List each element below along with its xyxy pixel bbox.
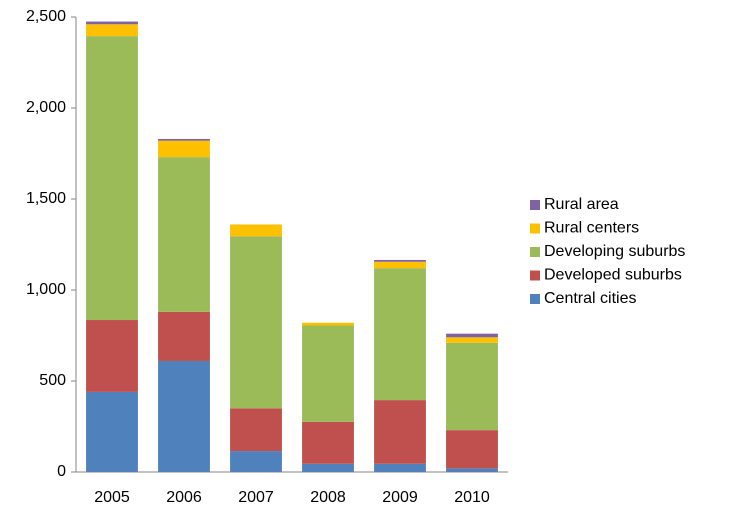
bar-segment xyxy=(86,36,138,321)
x-tick-label: 2007 xyxy=(238,489,274,506)
bar-segment xyxy=(302,421,354,464)
bar-segment xyxy=(302,463,354,472)
legend-swatch xyxy=(530,270,540,281)
x-tick-label: 2008 xyxy=(310,489,346,506)
x-tick-label: 2005 xyxy=(94,489,130,506)
y-tick-label: 1,000 xyxy=(26,281,66,298)
bar-segment xyxy=(158,157,210,312)
bar-segment xyxy=(158,140,210,158)
legend-label: Developing suburbs xyxy=(544,243,685,260)
bar-segment xyxy=(158,138,210,141)
bar-segment xyxy=(158,311,210,361)
bar-segment xyxy=(230,408,282,452)
bar-segment xyxy=(158,360,210,472)
x-tick-label: 2006 xyxy=(166,489,202,506)
legend-label: Central cities xyxy=(544,290,636,307)
bar-segment xyxy=(446,337,498,343)
y-tick-label: 1,500 xyxy=(26,190,66,207)
bar-segment xyxy=(374,259,426,262)
legend-swatch xyxy=(530,294,540,304)
bar-segment xyxy=(374,261,426,269)
legend-label: Rural centers xyxy=(544,220,639,237)
legend-label: Rural area xyxy=(544,196,619,213)
bar-segment xyxy=(446,342,498,431)
legend-label: Developed suburbs xyxy=(544,267,682,284)
y-tick-label: 0 xyxy=(57,463,66,480)
bar-segment xyxy=(374,463,426,472)
y-tick-label: 2,500 xyxy=(26,8,66,25)
bar-segment xyxy=(302,322,354,326)
legend-swatch xyxy=(530,247,540,257)
y-tick-label: 2,000 xyxy=(26,99,66,116)
bar-segment xyxy=(86,24,138,37)
bar-segment xyxy=(230,451,282,472)
bar-segment xyxy=(86,21,138,25)
x-tick-label: 2009 xyxy=(382,489,418,506)
legend-swatch xyxy=(530,223,540,234)
x-tick-label: 2010 xyxy=(454,489,490,506)
legend-swatch xyxy=(530,200,540,210)
bar-segment xyxy=(86,391,138,472)
bar-segment xyxy=(374,400,426,464)
bar-segment xyxy=(374,268,426,401)
bar-segment xyxy=(230,224,282,237)
y-tick-label: 500 xyxy=(39,372,66,389)
bar-segment xyxy=(230,236,282,409)
bar-segment xyxy=(86,320,138,392)
bar-segment xyxy=(302,325,354,422)
bar-segment xyxy=(446,468,498,472)
bar-segment xyxy=(446,430,498,469)
bar-segment xyxy=(446,333,498,338)
